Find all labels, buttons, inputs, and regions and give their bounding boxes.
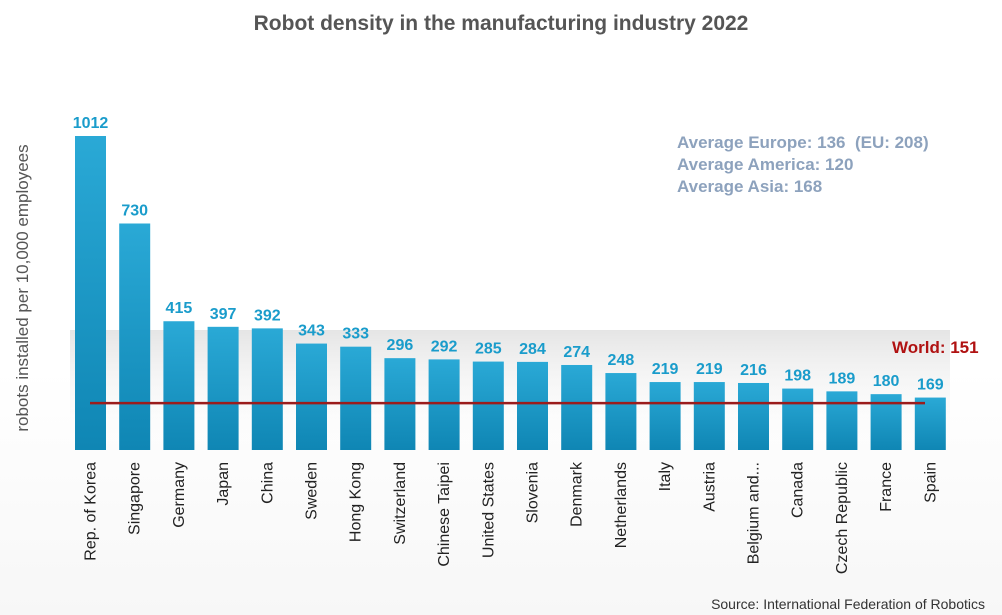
- bar-value-label: 292: [431, 338, 458, 355]
- bar-value-label: 180: [873, 373, 900, 390]
- bar-value-label: 189: [829, 370, 856, 387]
- category-label: Hong Kong: [348, 462, 365, 542]
- bar-value-label: 284: [519, 341, 546, 358]
- bar-value-label: 333: [342, 326, 369, 343]
- category-label: Italy: [657, 462, 674, 491]
- bar: [649, 382, 681, 450]
- world-average-label: World: 151: [892, 338, 979, 357]
- bar: [251, 328, 283, 450]
- value-labels-layer: 1012 730 415 397 392 343 333 296 292 285 284 274 248…: [73, 115, 944, 394]
- bar: [340, 346, 372, 450]
- category-label: Switzerland: [392, 462, 409, 545]
- chart-title: Robot density in the manufacturing indus…: [253, 12, 749, 35]
- bar: [693, 382, 725, 450]
- bar: [207, 326, 239, 450]
- category-label: China: [259, 462, 276, 504]
- bars-layer: [75, 136, 946, 450]
- category-label: Austria: [701, 462, 718, 512]
- bar: [738, 382, 769, 450]
- regional-averages: Average Europe: 136 (EU: 208) Average Am…: [677, 132, 929, 198]
- bar-value-label: 285: [475, 341, 502, 358]
- source-note: Source: International Federation of Robo…: [711, 596, 985, 612]
- category-label: Canada: [790, 462, 807, 518]
- category-label: United States: [480, 462, 497, 558]
- category-label: Netherlands: [613, 462, 630, 548]
- category-label: France: [878, 462, 895, 512]
- bar: [163, 321, 195, 450]
- annotation-europe: Average Europe: 136 (EU: 208): [677, 133, 929, 152]
- bar-value-label: 274: [563, 344, 590, 361]
- plot-floor-shadow: [70, 330, 950, 454]
- bar-value-label: 415: [166, 300, 193, 317]
- bar-value-label: 248: [608, 352, 635, 369]
- bar: [75, 136, 106, 450]
- bar-value-label: 392: [254, 307, 281, 324]
- category-label: Spain: [922, 462, 939, 503]
- bar: [119, 223, 151, 450]
- bar-value-label: 1012: [73, 115, 109, 132]
- bar-value-label: 730: [121, 202, 148, 219]
- category-label: Rep. of Korea: [83, 462, 100, 561]
- bar-value-label: 219: [696, 361, 723, 378]
- bar-value-label: 397: [210, 306, 237, 323]
- category-label: Chinese Taipei: [436, 462, 453, 567]
- category-label: Belgium and...: [746, 462, 763, 564]
- bar-value-label: 219: [652, 361, 679, 378]
- bar: [428, 359, 460, 450]
- annotation-asia: Average Asia: 168: [677, 177, 823, 196]
- bar-value-label: 216: [740, 362, 767, 379]
- category-label: Japan: [215, 462, 232, 506]
- bar: [605, 373, 637, 450]
- bar: [914, 397, 946, 450]
- category-label: Singapore: [127, 462, 144, 535]
- bar: [472, 361, 504, 450]
- category-label: Denmark: [569, 461, 586, 527]
- category-label: Czech Republic: [834, 462, 851, 574]
- bar: [561, 364, 593, 450]
- category-label: Germany: [171, 462, 188, 528]
- bar: [517, 361, 548, 450]
- bar: [782, 388, 814, 450]
- annotation-america: Average America: 120: [677, 155, 854, 174]
- bar: [826, 391, 858, 450]
- bar-value-label: 343: [298, 323, 325, 340]
- bar-value-label: 169: [917, 377, 944, 394]
- bar-value-label: 198: [784, 368, 811, 385]
- bar-value-label: 296: [387, 337, 414, 354]
- category-labels-layer: Rep. of Korea Singapore Germany Japan China S…: [83, 461, 940, 574]
- category-label: Slovenia: [525, 462, 542, 523]
- bar: [296, 343, 327, 450]
- category-label: Sweden: [304, 462, 321, 520]
